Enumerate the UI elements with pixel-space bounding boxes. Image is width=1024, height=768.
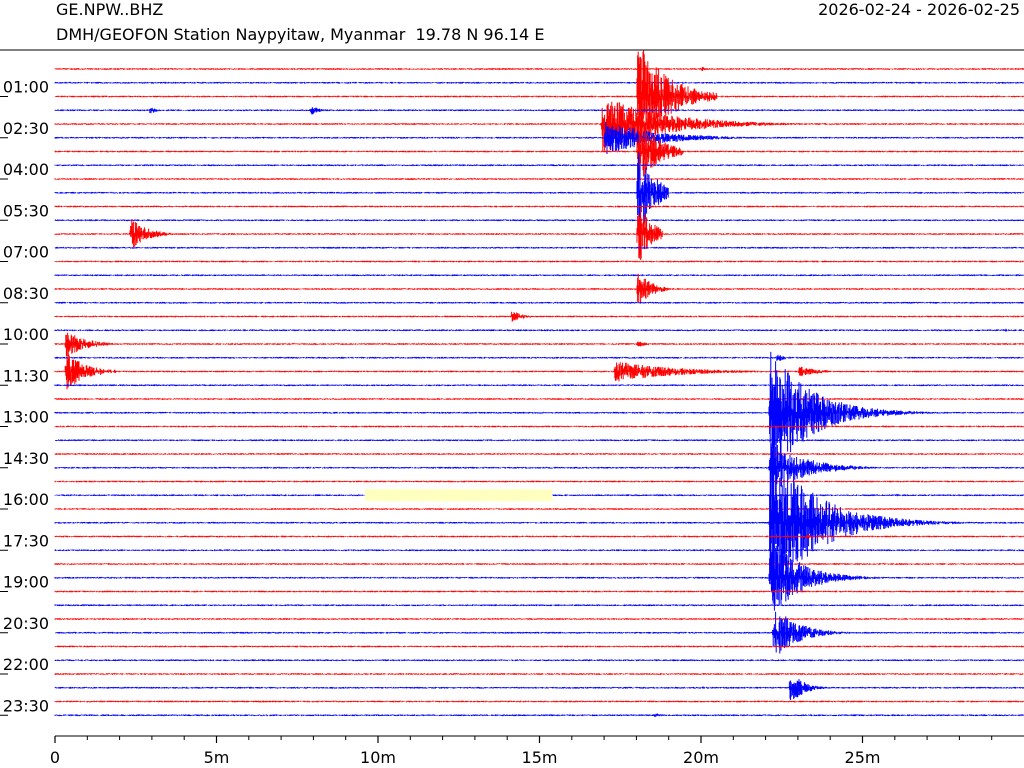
trace-line [54,101,1024,152]
trace-line [54,354,1024,390]
trace-line [54,611,1024,654]
trace-line [54,425,1024,428]
x-tick-label: 0 [50,748,60,767]
trace-line [54,673,1024,675]
x-tick-label: 5m [204,748,230,767]
trace-line [54,398,1024,400]
x-tick-label: 20m [683,748,719,767]
trace-line [54,700,1024,703]
y-tick-label: 23:30 [3,696,49,715]
y-tick-label: 11:30 [3,366,49,385]
station-description: DMH/GEOFON Station Naypyitaw, Myanmar 19… [56,25,545,44]
trace-line [54,541,1024,611]
y-tick-label: 01:00 [3,78,49,97]
x-axis: 0 5m 10m 15m 20m 25m [50,735,1024,767]
x-tick-label: 25m [845,748,881,767]
trace-line [54,123,1024,182]
trace-line [54,508,1024,510]
trace-line [54,328,1024,332]
y-tick-label: 14:30 [3,449,49,468]
trace-line [54,384,1024,387]
trace-line [54,452,1024,590]
y-tick-label: 08:30 [3,284,49,303]
trace-line [54,618,1024,620]
trace-line [54,273,1024,304]
trace-line [54,332,1024,358]
trace-line [54,351,1024,471]
trace-line [54,493,1024,497]
trace-line [54,219,1024,222]
x-tick-label: 15m [522,748,558,767]
station-code: GE.NPW..BHZ [56,0,164,19]
x-tick-label: 10m [360,748,396,767]
trace-line [54,604,1024,607]
y-tick-label: 17:30 [3,531,49,550]
trace-line [54,178,1024,180]
trace-line [54,453,1024,455]
trace-line [54,260,1024,263]
trace-line [54,205,1024,208]
y-tick-label: 10:00 [3,325,49,344]
trace-line [54,563,1024,565]
trace-line [54,534,1024,539]
y-tick-label: 20:30 [3,614,49,633]
trace-line [54,81,1024,84]
data-gap [365,489,553,502]
trace-line [54,354,1024,361]
trace-line [54,207,1024,260]
trace-line [54,50,1024,148]
date-range: 2026-02-24 - 2026-02-25 [818,0,1020,19]
trace-line [54,164,1024,167]
trace-group [54,50,1024,717]
trace-line [54,645,1024,648]
trace-line [54,311,1024,322]
trace-line [54,67,1024,72]
trace-line [54,480,1024,483]
y-axis: 01:00 02:30 04:00 05:30 07:00 08:30 10:00 11:30… [0,78,49,716]
y-tick-label: 13:00 [3,408,49,427]
y-tick-label: 05:30 [3,201,49,220]
trace-line [54,679,1024,701]
trace-line [54,301,1024,304]
y-tick-label: 16:00 [3,490,49,509]
y-tick-label: 07:00 [3,243,49,262]
trace-line [54,121,1024,154]
trace-line [54,107,1024,115]
trace-line [54,246,1024,249]
trace-line [54,274,1024,277]
trace-line [54,549,1024,552]
trace-line [54,443,1024,491]
trace-line [54,713,1024,717]
trace-line [54,590,1024,593]
y-tick-label: 02:30 [3,119,49,138]
trace-line [54,659,1024,662]
y-tick-label: 04:00 [3,160,49,179]
y-tick-label: 19:00 [3,573,49,592]
y-tick-label: 22:00 [3,655,49,674]
trace-line [54,439,1024,442]
trace-line [54,152,1024,234]
